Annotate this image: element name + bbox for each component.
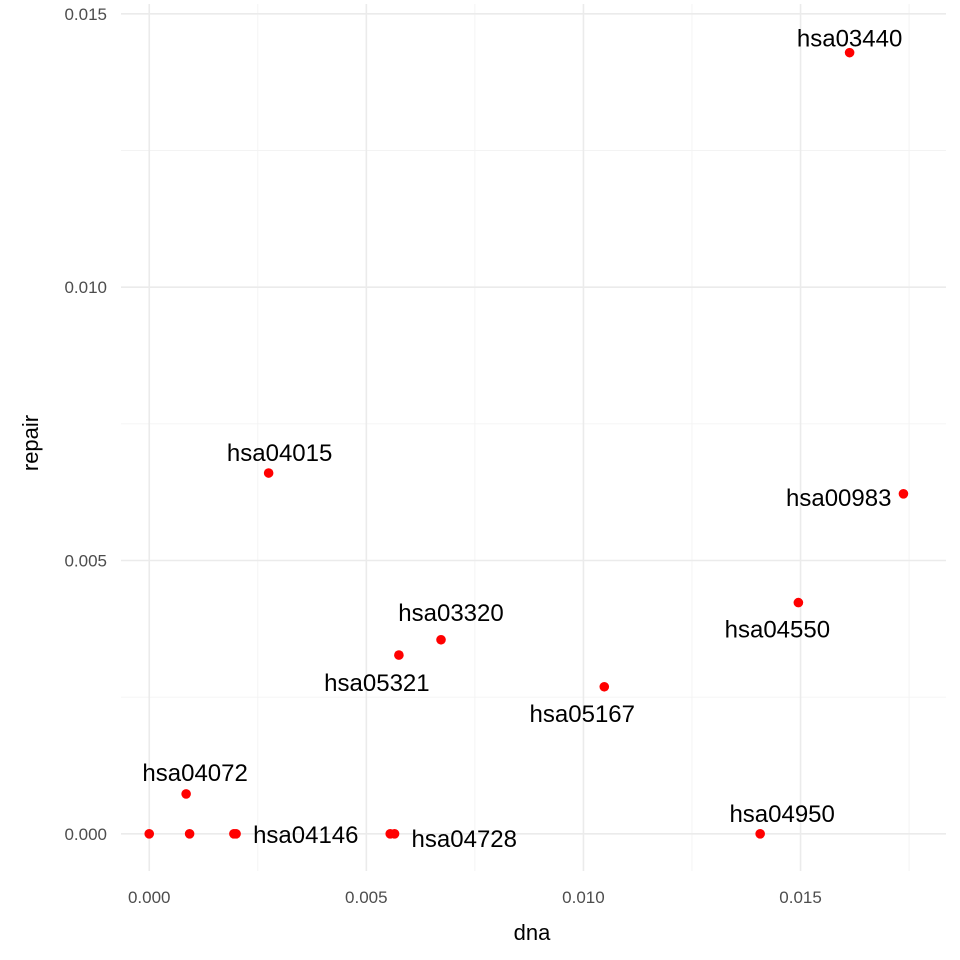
y-tick-label: 0.015 bbox=[64, 5, 107, 24]
data-point bbox=[184, 829, 195, 839]
data-point bbox=[389, 829, 400, 839]
y-tick-label: 0.010 bbox=[64, 278, 107, 297]
y-axis-ticks: 0.000 0.005 0.010 0.015 bbox=[64, 5, 107, 844]
point-label: hsa04146 bbox=[253, 822, 358, 849]
x-axis-ticks: 0.000 0.005 0.010 0.015 bbox=[128, 888, 822, 907]
data-point bbox=[263, 468, 274, 478]
point-label: hsa03440 bbox=[797, 26, 902, 53]
minor-gridlines bbox=[121, 4, 946, 871]
point-label: hsa03320 bbox=[398, 600, 503, 627]
major-gridlines bbox=[121, 4, 946, 871]
y-tick-label: 0.000 bbox=[64, 825, 107, 844]
x-axis-title: dna bbox=[514, 920, 551, 945]
point-label: hsa00983 bbox=[786, 485, 891, 512]
point-label: hsa04072 bbox=[142, 760, 247, 787]
data-point bbox=[898, 489, 909, 499]
data-point bbox=[436, 634, 446, 645]
point-label: hsa04728 bbox=[412, 826, 517, 853]
data-point bbox=[755, 829, 765, 839]
x-tick-label: 0.015 bbox=[779, 888, 822, 907]
data-point bbox=[144, 829, 155, 839]
point-label: hsa04015 bbox=[227, 440, 332, 467]
y-tick-label: 0.005 bbox=[64, 551, 107, 570]
x-tick-label: 0.000 bbox=[128, 888, 171, 907]
data-points bbox=[144, 47, 909, 839]
point-label: hsa04950 bbox=[729, 801, 834, 828]
point-label: hsa05321 bbox=[324, 670, 429, 697]
point-labels: hsa04146 hsa04072 hsa04728 hsa04015 hsa05321… bbox=[142, 26, 902, 853]
data-point bbox=[231, 829, 241, 839]
x-tick-label: 0.010 bbox=[562, 888, 605, 907]
point-label: hsa04550 bbox=[725, 617, 830, 644]
data-point bbox=[599, 681, 610, 692]
data-point bbox=[394, 650, 404, 660]
point-label: hsa05167 bbox=[530, 701, 635, 728]
data-point bbox=[181, 789, 191, 799]
x-tick-label: 0.005 bbox=[345, 888, 388, 907]
data-point bbox=[793, 597, 804, 608]
y-axis-title: repair bbox=[18, 415, 43, 471]
data-point bbox=[844, 47, 855, 58]
